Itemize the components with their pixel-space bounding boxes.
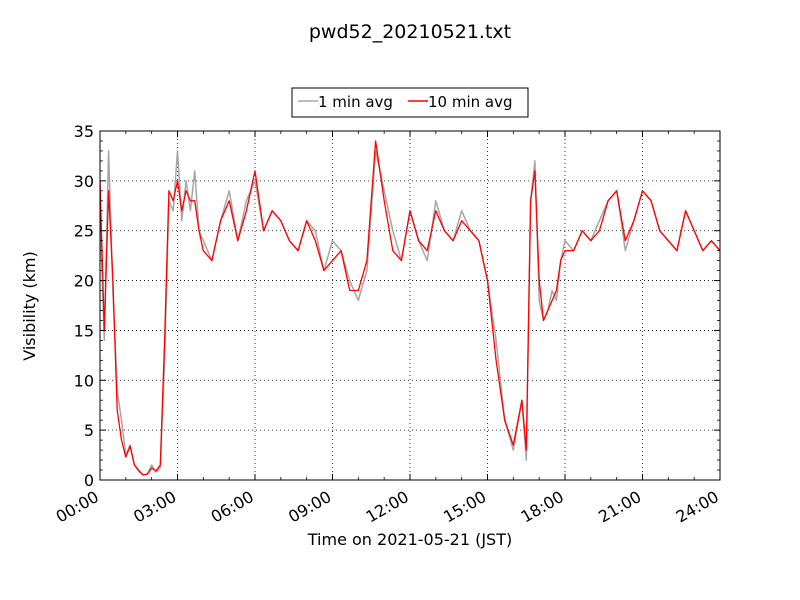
x-tick-label: 00:00 bbox=[53, 487, 102, 527]
y-tick-label: 25 bbox=[74, 222, 94, 241]
y-tick-label: 5 bbox=[84, 421, 94, 440]
x-axis-label: Time on 2021-05-21 (JST) bbox=[307, 530, 512, 549]
tick-marks bbox=[99, 130, 721, 481]
x-tick-label: 12:00 bbox=[363, 487, 412, 527]
legend-label-10min: 10 min avg bbox=[428, 93, 513, 111]
series-line-10min-avg bbox=[100, 140, 720, 476]
x-tick-label: 21:00 bbox=[595, 487, 644, 527]
chart-title: pwd52_20210521.txt bbox=[309, 21, 511, 43]
y-tick-label: 30 bbox=[74, 172, 94, 191]
x-tick-label: 15:00 bbox=[440, 487, 489, 527]
x-tick-label: 18:00 bbox=[518, 487, 567, 527]
series-layer bbox=[100, 140, 720, 476]
legend-box bbox=[291, 87, 529, 118]
y-axis-label: Visibility (km) bbox=[20, 251, 39, 360]
x-tick-labels: 00:00 03:00 06:00 09:00 12:00 15:00 18:00 21:00… bbox=[53, 487, 722, 527]
x-tick-label: 03:00 bbox=[130, 487, 179, 527]
grid-lines bbox=[100, 131, 720, 480]
legend: 1 min avg 10 min avg bbox=[291, 87, 529, 118]
legend-label-1min: 1 min avg bbox=[318, 93, 393, 111]
x-tick-label: 06:00 bbox=[208, 487, 257, 527]
y-tick-label: 0 bbox=[84, 471, 94, 490]
y-tick-label: 10 bbox=[74, 371, 94, 390]
plot-area bbox=[99, 130, 721, 481]
y-tick-label: 35 bbox=[74, 122, 94, 141]
x-tick-label: 24:00 bbox=[673, 487, 722, 527]
y-tick-labels: 0 5 10 15 20 25 30 35 bbox=[74, 122, 94, 490]
x-tick-label: 09:00 bbox=[285, 487, 334, 527]
y-tick-label: 15 bbox=[74, 321, 94, 340]
y-tick-label: 20 bbox=[74, 272, 94, 291]
